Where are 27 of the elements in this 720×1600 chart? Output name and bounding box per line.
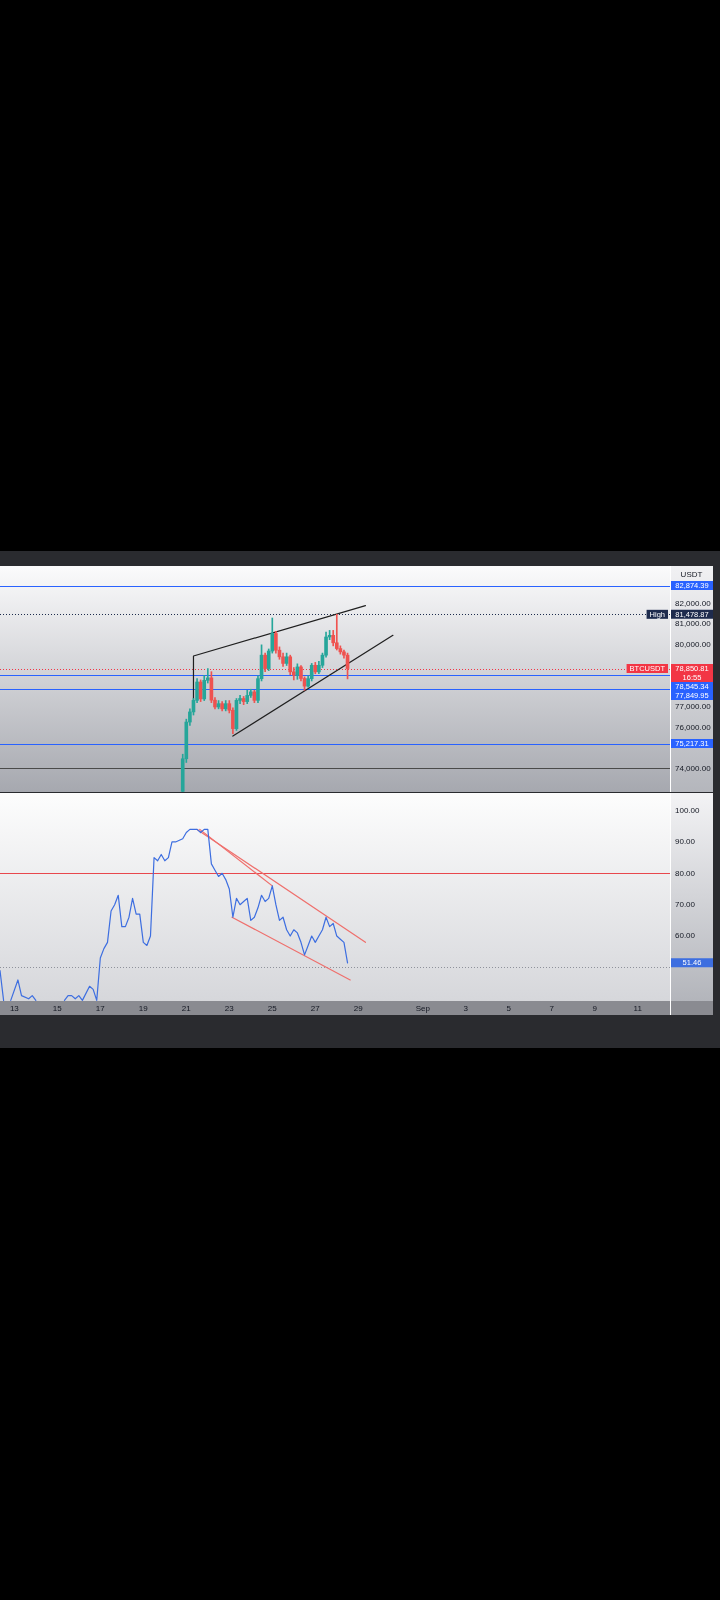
x-tick-label: 9 bbox=[592, 1004, 598, 1013]
x-tick-label: 13 bbox=[9, 1004, 20, 1013]
x-tick-label: 15 bbox=[52, 1004, 63, 1013]
x-tick-label: 3 bbox=[463, 1004, 469, 1013]
x-tick-label: Sep bbox=[415, 1004, 431, 1013]
y-tick-label: 60.00 bbox=[675, 931, 696, 941]
y-tick-label: 74,000.00 bbox=[675, 763, 712, 773]
y-tick-label: 82,000.00 bbox=[675, 598, 712, 608]
y-tick-label: 70.00 bbox=[675, 899, 696, 909]
x-tick-label: 7 bbox=[549, 1004, 555, 1013]
y-tick-label: 80,000.00 bbox=[675, 640, 712, 650]
y-tick-label: 76,000.00 bbox=[675, 722, 712, 732]
x-tick-label: 23 bbox=[224, 1004, 235, 1013]
x-tick-label: 27 bbox=[310, 1004, 321, 1013]
y-axis-title: USDT bbox=[680, 570, 703, 580]
y-tick-label: 90.00 bbox=[675, 837, 696, 847]
y-tick-label: 100.00 bbox=[675, 805, 701, 815]
y-tick-label: 81,000.00 bbox=[675, 619, 712, 629]
x-tick-label: 29 bbox=[353, 1004, 364, 1013]
x-tick-label: 21 bbox=[181, 1004, 192, 1013]
x-tick-label: 19 bbox=[138, 1004, 149, 1013]
y-tick-label: 77,000.00 bbox=[675, 701, 712, 711]
x-tick-label: 25 bbox=[267, 1004, 278, 1013]
x-tick-label: 11 bbox=[633, 1004, 643, 1013]
x-tick-label: 5 bbox=[506, 1004, 512, 1013]
y-tick-label: 80.00 bbox=[675, 868, 696, 878]
x-tick-label: 17 bbox=[95, 1004, 106, 1013]
